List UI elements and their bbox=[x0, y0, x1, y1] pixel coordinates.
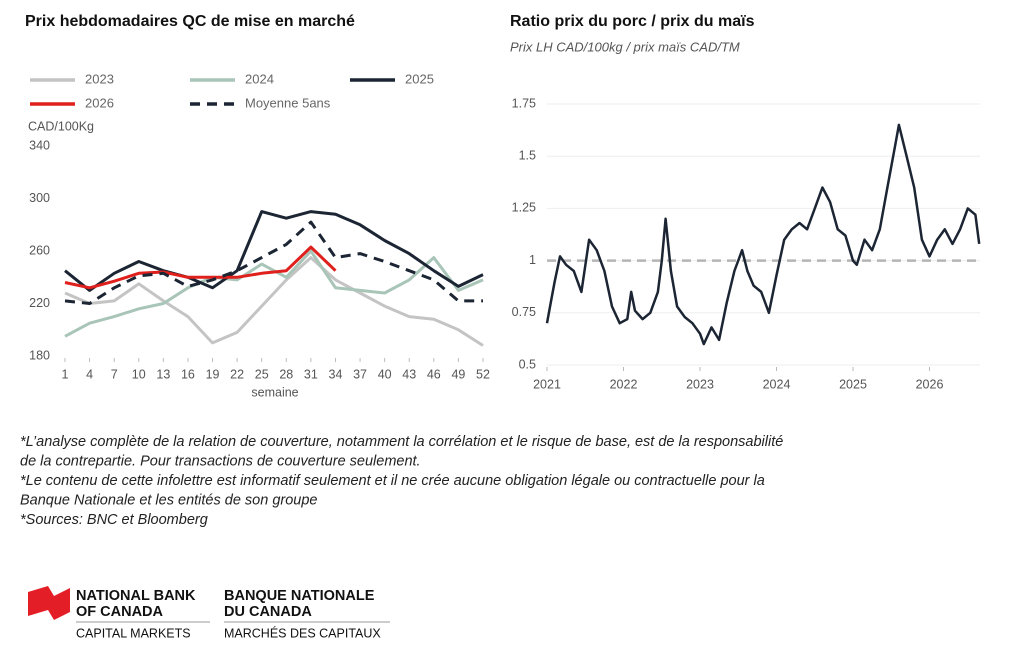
x-tick-label: 13 bbox=[156, 367, 170, 381]
logo-text: OF CANADA bbox=[76, 604, 164, 620]
y-tick-label: 1.75 bbox=[512, 96, 536, 110]
series-line bbox=[64, 245, 337, 290]
x-tick-label: 2023 bbox=[686, 377, 714, 391]
y-tick-label: 1.5 bbox=[519, 148, 536, 162]
x-tick-label: 22 bbox=[230, 367, 244, 381]
legend-label: 2026 bbox=[85, 95, 114, 110]
logo-text: MARCHÉS DES CAPITAUX bbox=[224, 625, 381, 640]
legend-label: Moyenne 5ans bbox=[245, 95, 331, 110]
y-tick-label: 0.75 bbox=[512, 305, 536, 319]
series-line bbox=[64, 210, 484, 292]
series-line bbox=[545, 123, 981, 346]
x-axis-label: semaine bbox=[251, 385, 298, 399]
y-tick-label: 180 bbox=[29, 348, 50, 362]
legend-label: 2024 bbox=[245, 71, 274, 86]
x-tick-label: 10 bbox=[132, 367, 146, 381]
footnote: de la contrepartie. Pour transactions de… bbox=[20, 453, 421, 469]
y-tick-label: 1.25 bbox=[512, 201, 536, 215]
x-tick-label: 16 bbox=[181, 367, 195, 381]
y-tick-label: 220 bbox=[29, 296, 50, 310]
chart-title: Ratio prix du porc / prix du maïs bbox=[510, 13, 755, 30]
x-tick-label: 7 bbox=[111, 367, 118, 381]
footnote: *Le contenu de cette infolettre est info… bbox=[20, 473, 765, 489]
x-tick-label: 28 bbox=[279, 367, 293, 381]
footnote: *L’analyse complète de la relation de co… bbox=[20, 434, 783, 450]
x-tick-label: 19 bbox=[206, 367, 220, 381]
logo-text: DU CANADA bbox=[224, 604, 312, 620]
series-line bbox=[64, 220, 483, 305]
footnote: Banque Nationale et les entités de son g… bbox=[20, 492, 317, 508]
x-tick-label: 2021 bbox=[533, 377, 561, 391]
x-tick-label: 52 bbox=[476, 367, 490, 381]
x-tick-label: 2026 bbox=[916, 377, 944, 391]
x-tick-label: 34 bbox=[329, 367, 343, 381]
x-tick-label: 2024 bbox=[763, 377, 791, 391]
x-tick-label: 49 bbox=[451, 367, 465, 381]
x-tick-label: 37 bbox=[353, 367, 367, 381]
logo-text: BANQUE NATIONALE bbox=[224, 588, 375, 604]
x-tick-label: 2025 bbox=[839, 377, 867, 391]
chart-subtitle: Prix LH CAD/100kg / prix maïs CAD/TM bbox=[510, 39, 740, 54]
legend-label: 2023 bbox=[85, 71, 114, 86]
x-tick-label: 1 bbox=[62, 367, 69, 381]
logo-flag bbox=[28, 586, 70, 620]
x-tick-label: 43 bbox=[402, 367, 416, 381]
x-tick-label: 25 bbox=[255, 367, 269, 381]
logo-text: CAPITAL MARKETS bbox=[76, 626, 191, 640]
x-tick-label: 2022 bbox=[610, 377, 638, 391]
y-tick-label: 1 bbox=[529, 253, 536, 267]
chart-title: Prix hebdomadaires QC de mise en marché bbox=[25, 13, 355, 30]
x-tick-label: 46 bbox=[427, 367, 441, 381]
y-tick-label: 260 bbox=[29, 243, 50, 257]
x-tick-label: 4 bbox=[86, 367, 93, 381]
series-line bbox=[64, 256, 484, 347]
logo-text: NATIONAL BANK bbox=[76, 588, 196, 604]
legend-label: 2025 bbox=[405, 71, 434, 86]
y-axis-label: CAD/100Kg bbox=[28, 119, 94, 133]
y-tick-label: 300 bbox=[29, 191, 50, 205]
x-tick-label: 40 bbox=[378, 367, 392, 381]
y-tick-label: 0.5 bbox=[519, 357, 536, 371]
x-tick-label: 31 bbox=[304, 367, 318, 381]
footnote: *Sources: BNC et Bloomberg bbox=[20, 512, 208, 528]
y-tick-label: 340 bbox=[29, 138, 50, 152]
